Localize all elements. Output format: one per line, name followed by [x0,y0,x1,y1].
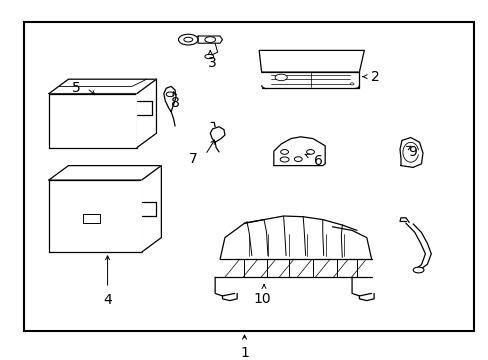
Text: 10: 10 [253,292,270,306]
Bar [24,22,473,331]
Polygon shape [49,180,142,252]
Text: 6: 6 [313,154,322,168]
Ellipse shape [294,157,302,161]
Bar [83,214,100,223]
Polygon shape [142,166,161,252]
Polygon shape [210,127,224,142]
Polygon shape [49,166,161,180]
Polygon shape [399,138,422,167]
Text: 2: 2 [370,70,379,84]
Text: 7: 7 [189,152,198,166]
Text: 3: 3 [208,56,217,70]
Ellipse shape [306,150,314,154]
Ellipse shape [412,267,423,273]
Polygon shape [49,94,137,148]
Ellipse shape [280,150,288,154]
Polygon shape [163,86,176,112]
Polygon shape [259,50,364,72]
Ellipse shape [166,92,174,96]
Text: 9: 9 [407,145,416,159]
Polygon shape [273,137,325,166]
Polygon shape [49,79,156,94]
Text: 8: 8 [170,96,179,111]
Ellipse shape [204,54,213,59]
Text: 4: 4 [103,293,112,307]
Ellipse shape [183,37,192,42]
Text: 5: 5 [72,81,81,95]
Text: 1: 1 [240,346,248,360]
Ellipse shape [280,157,288,162]
Ellipse shape [349,83,353,85]
Ellipse shape [204,37,215,42]
Ellipse shape [274,74,287,81]
Polygon shape [137,79,156,148]
Polygon shape [261,72,359,88]
Ellipse shape [178,34,198,45]
